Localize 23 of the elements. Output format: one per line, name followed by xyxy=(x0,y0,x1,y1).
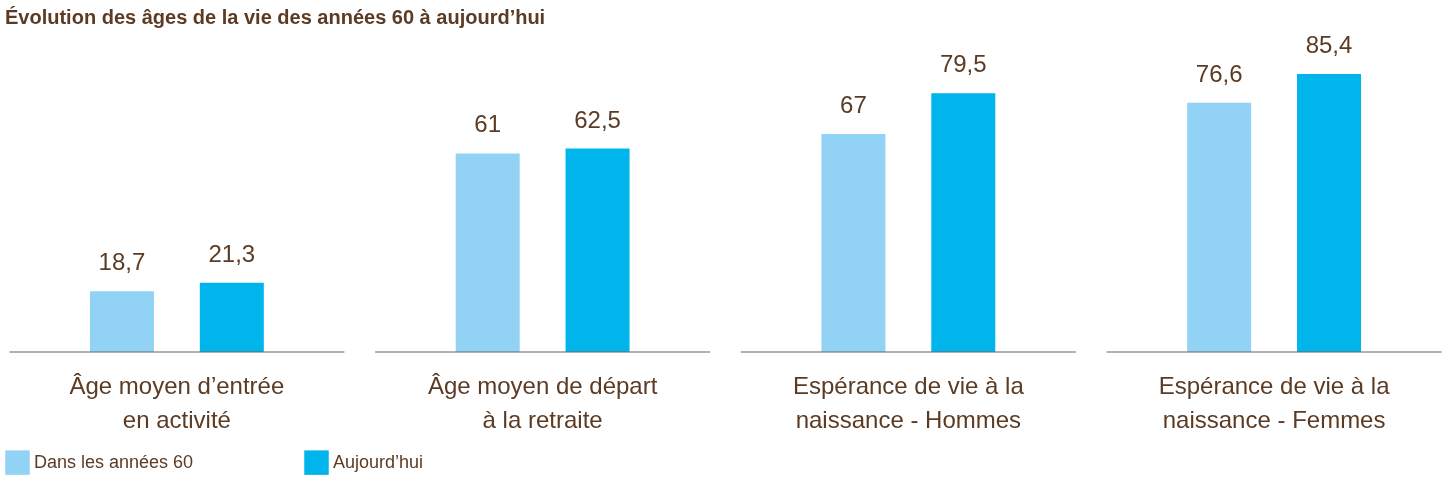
data-label: 21,3 xyxy=(208,239,256,267)
data-label: 62,5 xyxy=(574,105,621,133)
bar xyxy=(199,282,264,352)
x-tick-label: Âge moyen de départ à la retraite xyxy=(427,371,658,433)
x-tick-label: Espérance de vie à la naissance - Femmes xyxy=(1158,371,1391,433)
legend-label: Aujourd’hui xyxy=(333,451,424,472)
x-tick-label: Espérance de vie à la naissance - Hommes xyxy=(792,371,1025,433)
data-label: 67 xyxy=(840,90,867,118)
bar xyxy=(821,133,886,352)
data-label: 76,6 xyxy=(1195,59,1243,87)
chart-title: Évolution des âges de la vie des années 60 à aujourd’hui xyxy=(5,6,546,28)
bar xyxy=(1297,74,1362,352)
data-label: 85,4 xyxy=(1305,31,1353,58)
bar xyxy=(89,291,154,352)
data-label: 18,7 xyxy=(98,248,146,276)
data-label: 61 xyxy=(474,110,502,138)
x-tick-label: Âge moyen d’entrée en activité xyxy=(69,371,285,433)
bar xyxy=(931,93,996,352)
bar xyxy=(1187,102,1252,352)
legend-label: Dans les années 60 xyxy=(34,451,194,472)
bar xyxy=(455,153,520,352)
bar xyxy=(565,148,630,352)
data-label: 79,5 xyxy=(939,50,987,78)
